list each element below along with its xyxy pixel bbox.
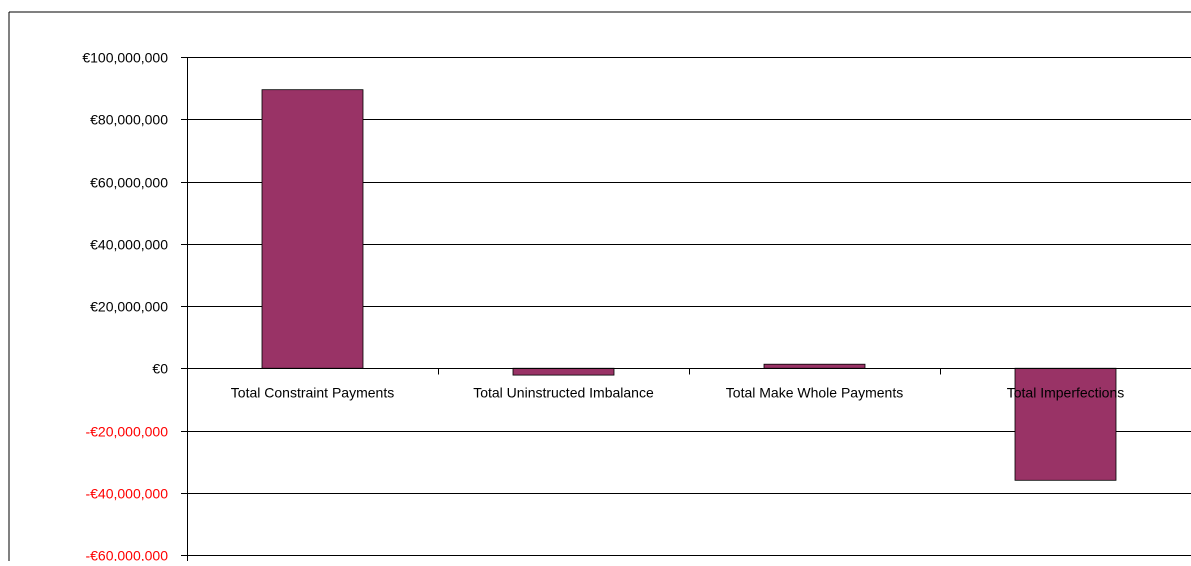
y-tick-label: -€20,000,000 (85, 424, 168, 440)
y-tick-label: -€60,000,000 (85, 548, 168, 562)
category-labels: Total Constraint Payments Total Uninstruc… (231, 385, 1124, 401)
category-label: Total Uninstructed Imbalance (473, 385, 654, 401)
bar (262, 90, 363, 369)
y-tick-label: -€40,000,000 (85, 486, 168, 502)
axes (9, 12, 1191, 561)
y-tick-labels: €100,000,000 €80,000,000 €60,000,000 €40,00… (82, 50, 168, 562)
category-label: Total Imperfections (1007, 385, 1125, 401)
category-label: Total Make Whole Payments (726, 385, 903, 401)
y-tick-label: €80,000,000 (90, 112, 168, 128)
bars (262, 90, 1116, 481)
y-tick-label: €20,000,000 (90, 299, 168, 315)
bar (764, 364, 865, 368)
y-tick-label: €40,000,000 (90, 237, 168, 253)
y-tick-label: €100,000,000 (82, 50, 168, 66)
y-tick-label: €60,000,000 (90, 175, 168, 191)
bar (513, 368, 614, 375)
category-label: Total Constraint Payments (231, 385, 394, 401)
y-tick-label: €0 (152, 361, 168, 377)
